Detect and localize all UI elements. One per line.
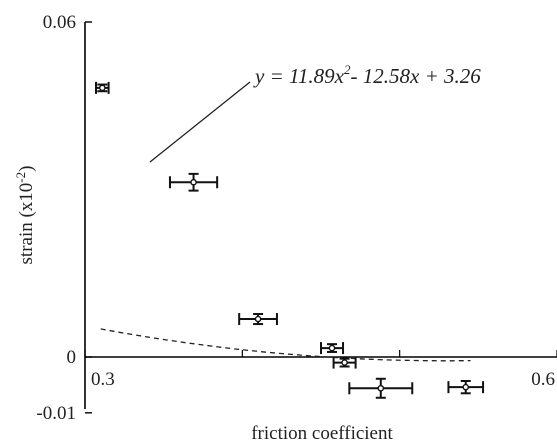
y-axis-label-close: ): [16, 166, 37, 172]
y-tick-label: -0.01: [36, 403, 76, 424]
fit-equation-prefix: y = 11.89x: [253, 64, 345, 88]
data-point-group: [447, 380, 485, 395]
data-point-group: [320, 342, 345, 355]
y-axis-label-main: strain (x10: [16, 183, 37, 265]
data-point: [254, 315, 262, 323]
data-point-group: [168, 172, 219, 192]
x-tick-label: 0.6: [531, 369, 555, 390]
y-axis-label-exp: -2: [13, 172, 28, 183]
data-point: [377, 384, 385, 392]
data-point: [190, 178, 197, 186]
y-tick-label: 0.06: [43, 12, 76, 33]
data-point-group: [238, 313, 278, 326]
data-point: [462, 383, 470, 391]
x-axis-label: friction coefficient: [251, 423, 393, 444]
y-axis-label: strain (x10-2): [13, 166, 37, 265]
data-point: [341, 359, 348, 366]
fit-equation: y = 11.89x2- 12.58x + 3.26: [253, 62, 481, 88]
fit-curve: [100, 328, 471, 362]
equation-leader-line: [149, 81, 251, 163]
data-points: [95, 81, 485, 399]
data-point-group: [348, 377, 414, 399]
x-ticks: 0.3 0.6: [91, 369, 555, 390]
x-minor-ticks: [84, 350, 557, 357]
data-point-group: [332, 356, 357, 369]
y-ticks: 0.06 0 -0.01: [36, 12, 92, 424]
data-point: [328, 344, 336, 352]
y-tick-label: 0: [67, 347, 77, 368]
fit-equation-suffix: - 12.58x + 3.26: [351, 64, 482, 88]
x-tick-label: 0.3: [91, 369, 115, 390]
fit-equation-sup: 2: [344, 62, 351, 77]
data-point-group: [95, 81, 110, 94]
data-point: [99, 84, 106, 92]
